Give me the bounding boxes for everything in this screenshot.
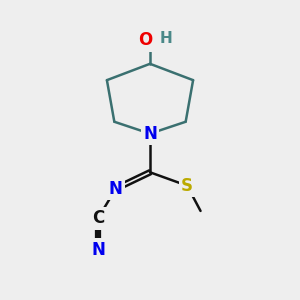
Text: N: N	[109, 180, 123, 198]
Text: H: H	[160, 31, 173, 46]
Text: N: N	[143, 125, 157, 143]
Text: N: N	[91, 241, 105, 259]
Text: S: S	[181, 177, 193, 195]
Text: O: O	[138, 31, 153, 49]
Text: C: C	[92, 209, 104, 227]
